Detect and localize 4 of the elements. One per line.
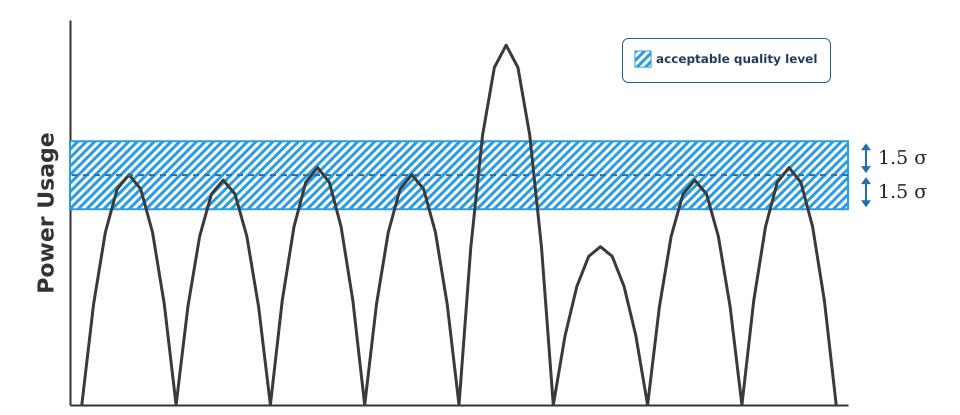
legend-label: acceptable quality level: [656, 52, 818, 66]
text: 1.5 σ: [878, 147, 928, 170]
y-axis-title: Power Usage: [34, 132, 60, 294]
text: 1.5 σ: [878, 181, 928, 204]
